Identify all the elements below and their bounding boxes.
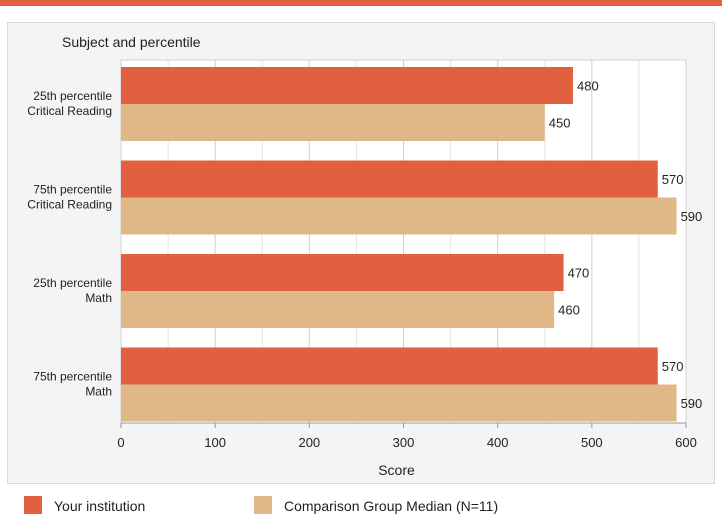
category-label: 75th percentile (33, 183, 112, 197)
bar (121, 104, 545, 141)
bar-value-label: 590 (681, 209, 703, 224)
legend: Your institution Comparison Group Median… (0, 486, 722, 516)
x-axis-title: Score (378, 462, 415, 478)
bar (121, 291, 555, 328)
x-tick-label: 300 (393, 435, 415, 450)
category-label: Math (85, 385, 112, 399)
legend-label-comparison-median: Comparison Group Median (N=11) (284, 498, 499, 514)
x-tick-label: 500 (581, 435, 603, 450)
legend-item-comparison-median: Comparison Group Median (N=11) (254, 496, 498, 516)
bar (121, 384, 677, 422)
bar-value-label: 450 (549, 116, 571, 131)
category-label: 25th percentile (33, 89, 112, 103)
bar-value-label: 570 (662, 359, 684, 374)
legend-item-your-institution: Your institution (24, 496, 145, 516)
bar (121, 254, 564, 291)
y-axis-title: Subject and percentile (62, 34, 201, 50)
bar (121, 197, 677, 235)
category-label: Critical Reading (27, 104, 112, 118)
x-tick-label: 100 (204, 435, 226, 450)
bar-value-label: 570 (662, 172, 684, 187)
legend-label-your-institution: Your institution (54, 498, 146, 514)
bar (121, 67, 573, 104)
bar (121, 160, 658, 198)
category-label: 25th percentile (33, 276, 112, 290)
category-label: Math (85, 291, 112, 305)
bar-value-label: 470 (568, 266, 590, 281)
legend-swatch-your-institution (24, 496, 42, 514)
x-tick-label: 0 (117, 435, 124, 450)
bar-value-label: 460 (558, 303, 580, 318)
top-accent-bar (0, 0, 722, 6)
x-tick-label: 400 (487, 435, 509, 450)
bar-chart: Subject and percentile 480 450 25th percent… (27, 34, 703, 478)
x-tick-label: 600 (675, 435, 697, 450)
bar-value-label: 480 (577, 79, 599, 94)
x-tick-label: 200 (298, 435, 320, 450)
legend-swatch-comparison-median (254, 496, 272, 514)
bar (121, 347, 658, 385)
bar-value-label: 590 (681, 396, 703, 411)
category-label: 75th percentile (33, 370, 112, 384)
category-label: Critical Reading (27, 198, 112, 212)
